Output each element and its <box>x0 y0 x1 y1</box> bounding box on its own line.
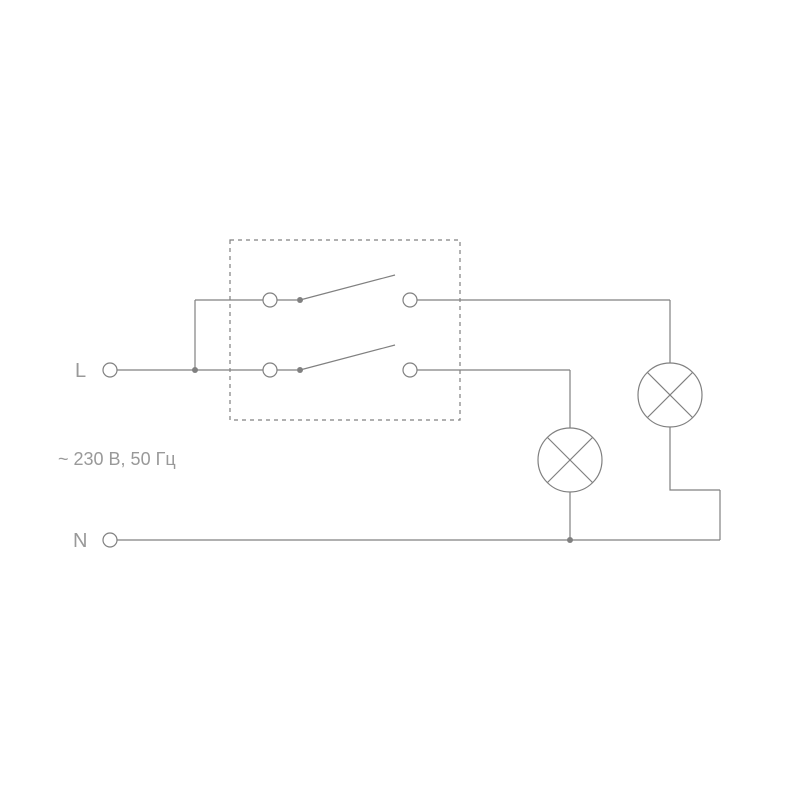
wire <box>670 427 720 490</box>
switch-1-terminal-left <box>263 293 277 307</box>
junction-2 <box>567 537 573 543</box>
junction-1 <box>192 367 198 373</box>
switch-2-terminal-right <box>403 363 417 377</box>
switch-2-arm <box>300 345 395 370</box>
switch-enclosure <box>230 240 460 420</box>
lamp-2 <box>638 363 702 427</box>
label-L: L <box>75 360 86 382</box>
label-supply: ~ 230 В, 50 Гц <box>58 449 176 469</box>
switch-2-terminal-left <box>263 363 277 377</box>
switch-1-terminal-right <box>403 293 417 307</box>
label-N: N <box>73 530 87 552</box>
terminal-n <box>103 533 117 547</box>
terminal-l <box>103 363 117 377</box>
lamp-1 <box>538 428 602 492</box>
switch-1-arm <box>300 275 395 300</box>
